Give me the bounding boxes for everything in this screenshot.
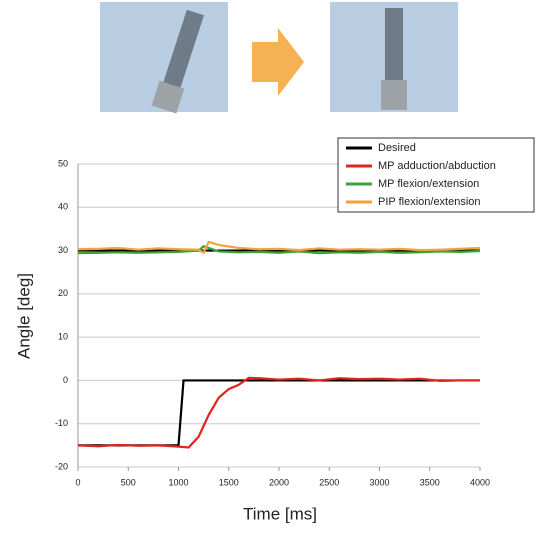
x-tick-label: 2500	[319, 477, 339, 487]
finger-before	[151, 9, 204, 114]
legend-label: PIP flexion/extension	[378, 196, 481, 208]
y-tick-label: 10	[58, 332, 68, 342]
y-tick-label: -10	[55, 418, 68, 428]
series-line	[77, 244, 481, 255]
series-line	[77, 240, 481, 255]
x-tick-label: 3000	[369, 477, 389, 487]
x-tick-label: 3500	[420, 477, 440, 487]
series-line	[78, 249, 480, 447]
x-tick-label: 1000	[168, 477, 188, 487]
arrow	[252, 28, 304, 96]
top-images	[100, 2, 458, 114]
y-tick-label: 30	[58, 245, 68, 255]
y-tick-label: 20	[58, 288, 68, 298]
legend-label: Desired	[378, 142, 416, 154]
y-tick-label: 50	[58, 158, 68, 168]
legend-box	[337, 137, 535, 213]
finger-base	[381, 80, 407, 110]
y-tick-label: 0	[63, 375, 68, 385]
x-tick-label: 4000	[470, 477, 490, 487]
legend-label: MP adduction/abduction	[378, 160, 496, 172]
x-axis-label: Time [ms]	[243, 504, 317, 523]
y-tick-label: 40	[58, 202, 68, 212]
x-tick-label: 2000	[269, 477, 289, 487]
x-tick-label: 1500	[219, 477, 239, 487]
legend-label: MP flexion/extension	[378, 178, 479, 190]
y-axis-label: Angle [deg]	[14, 273, 33, 359]
x-tick-label: 500	[121, 477, 136, 487]
x-tick-label: 0	[75, 477, 80, 487]
finger-after	[385, 8, 403, 86]
series-line	[77, 376, 480, 449]
y-tick-label: -20	[55, 461, 68, 471]
